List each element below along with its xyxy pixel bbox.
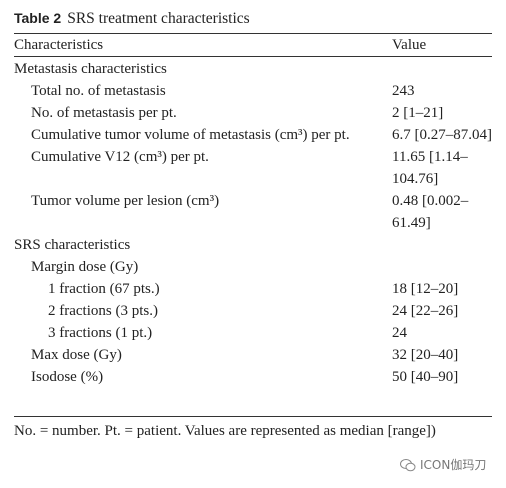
label-cell: Isodose (%) <box>31 369 104 385</box>
label-cell: No. of metastasis per pt. <box>31 105 177 121</box>
label-cell: Cumulative tumor volume of metastasis (c… <box>31 127 350 143</box>
table-body: Metastasis characteristics Total no. of m… <box>14 58 492 388</box>
table-row: 1 fraction (67 pts.) 18 [12–20] <box>14 278 492 300</box>
footnote: No. = number. Pt. = patient. Values are … <box>14 423 436 439</box>
header-cell: Value <box>392 37 427 53</box>
label-cell: 3 fractions (1 pt.) <box>48 325 153 341</box>
rule <box>14 56 492 57</box>
watermark-text: ICON伽玛刀 <box>420 458 487 472</box>
table-row: Cumulative tumor volume of metastasis (c… <box>14 124 492 146</box>
value-cell: 50 [40–90] <box>392 369 459 385</box>
table-row: Tumor volume per lesion (cm³) 0.48 [0.002… <box>14 190 492 234</box>
table-number: Table 2 <box>14 10 62 26</box>
value-cell <box>392 256 492 278</box>
table-row: Margin dose (Gy) <box>14 256 492 278</box>
header-row: Characteristics Value <box>14 35 492 55</box>
header-cell: Characteristics <box>14 37 104 53</box>
label-cell: 2 fractions (3 pts.) <box>48 303 158 319</box>
table-row: Max dose (Gy) 32 [20–40] <box>14 344 492 366</box>
value-cell: 2 [1–21] <box>392 105 444 121</box>
value-cell: 18 [12–20] <box>392 281 459 297</box>
table-title: SRS treatment characteristics <box>67 10 250 27</box>
table-row: No. of metastasis per pt. 2 [1–21] <box>14 102 492 124</box>
table-row: 3 fractions (1 pt.) 24 <box>14 322 492 344</box>
table-row: 2 fractions (3 pts.) 24 [22–26] <box>14 300 492 322</box>
label-cell: Total no. of metastasis <box>31 83 166 99</box>
section-row: Metastasis characteristics <box>14 58 492 80</box>
table-row: Isodose (%) 50 [40–90] <box>14 366 492 388</box>
label-cell: Max dose (Gy) <box>31 347 122 363</box>
value-cell: 32 [20–40] <box>392 347 459 363</box>
section-row: SRS characteristics <box>14 234 492 256</box>
table-row: Cumulative V12 (cm³) per pt. 11.65 [1.14–… <box>14 146 492 190</box>
value-cell: 243 <box>392 83 415 99</box>
label-cell: Cumulative V12 (cm³) per pt. <box>31 149 209 165</box>
section-title: SRS characteristics <box>14 237 131 253</box>
value-cell: 0.48 [0.002–61.49] <box>392 193 469 231</box>
label-cell: 1 fraction (67 pts.) <box>48 281 160 297</box>
rule <box>14 33 492 34</box>
value-cell: 6.7 [0.27–87.04] <box>392 127 492 143</box>
value-cell: 24 <box>392 325 407 341</box>
table-row: Total no. of metastasis 243 <box>14 80 492 102</box>
label-cell: Margin dose (Gy) <box>31 259 139 275</box>
table-caption: Table 2 SRS treatment characteristics <box>14 10 250 28</box>
section-title: Metastasis characteristics <box>14 61 167 77</box>
watermark: ICON伽玛刀 <box>400 456 486 473</box>
value-cell: 11.65 [1.14–104.76] <box>392 149 468 187</box>
wechat-icon <box>400 458 416 471</box>
value-cell: 24 [22–26] <box>392 303 459 319</box>
label-cell: Tumor volume per lesion (cm³) <box>31 193 220 209</box>
rule <box>14 416 492 417</box>
